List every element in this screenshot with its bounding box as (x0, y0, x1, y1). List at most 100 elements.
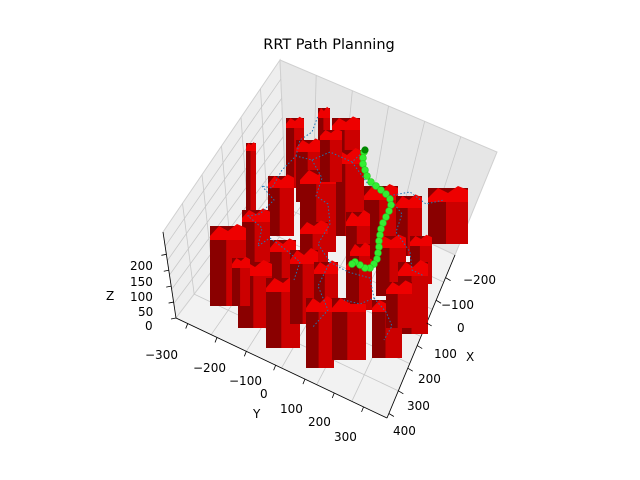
z-tick-mark (163, 269, 169, 272)
z-tick-label: 0 (145, 319, 153, 333)
obstacle-top (290, 248, 318, 264)
x-tick-label: −200 (463, 273, 496, 287)
obstacle-column (428, 186, 468, 244)
y-tick-label: −200 (193, 361, 226, 375)
obstacle-top (242, 208, 270, 222)
path-layer (348, 146, 395, 272)
z-tick-mark (161, 253, 167, 256)
obstacle-column (246, 142, 256, 213)
rrt-tree-edge (311, 159, 331, 263)
rrt-tree-layer (246, 115, 445, 341)
z-tick-labels: 0 50 100 150 200 (130, 259, 153, 333)
obstacle-column (306, 296, 334, 368)
obstacle-face (446, 198, 468, 244)
obstacle-column (320, 128, 342, 182)
z-tick-label: 50 (138, 305, 153, 319)
obstacle-top (296, 138, 322, 152)
x-tick-mark (435, 299, 442, 304)
path-marker (372, 182, 380, 190)
obstacle-face (411, 272, 428, 334)
obstacle-top (386, 280, 412, 294)
y-tick-label: −100 (229, 374, 262, 388)
x-axis-label: X (466, 350, 474, 364)
rrt-tree-edge (387, 195, 425, 277)
x-tick-mark (407, 367, 413, 372)
path-marker (386, 195, 394, 203)
obstacle-face (279, 184, 294, 236)
z-axis-line (162, 231, 177, 319)
path-marker (375, 243, 383, 251)
obstacle-top (300, 220, 328, 234)
x-tick-mark (388, 413, 395, 417)
path-marker (377, 186, 385, 194)
path-marker (376, 231, 384, 239)
x-tick-mark (426, 322, 432, 327)
obstacle-top (350, 242, 370, 256)
y-tick-mark (361, 406, 364, 413)
y-tick-mark (302, 378, 306, 385)
x-tick-label: −100 (441, 298, 474, 312)
y-axis-label: Y (252, 407, 261, 421)
y-tick-label: 300 (334, 430, 357, 444)
y-tick-mark (185, 323, 189, 329)
obstacle-top (398, 260, 428, 276)
obstacle-face (318, 308, 334, 368)
obstacle-column (268, 174, 294, 236)
obstacle-top (246, 142, 256, 151)
y-tick-mark (273, 365, 277, 371)
chart-title: RRT Path Planning (263, 37, 394, 53)
obstacle-top (306, 296, 334, 312)
obstacle-top (314, 260, 338, 274)
path-marker (363, 172, 371, 180)
x-tick-label: 400 (393, 424, 416, 438)
rrt-tree-edge (246, 185, 275, 248)
z-tick-mark (170, 317, 177, 320)
start-marker (361, 146, 369, 154)
obstacle-column (332, 296, 366, 360)
rrt-tree-edge (269, 237, 301, 281)
tick-marks (161, 253, 451, 417)
y-tick-label: −300 (145, 348, 178, 362)
obstacle-face (329, 136, 342, 182)
path-marker (377, 225, 385, 233)
z-axis-label: Z (106, 289, 114, 303)
rrt-tree-edge (261, 149, 366, 189)
z-tick-label: 200 (130, 259, 153, 273)
y-tick-labels: −300 −200 −100 0 100 200 300 (145, 348, 357, 444)
obstacle-top (232, 256, 250, 268)
obstacle-top (318, 106, 330, 118)
obstacle-top (286, 116, 304, 128)
x-tick-label: 200 (418, 372, 441, 386)
y-tick-label: 0 (260, 387, 268, 401)
x-tick-mark (445, 277, 451, 281)
y-tick-label: 200 (308, 415, 331, 429)
rrt-tree-edge (311, 261, 331, 329)
obstacles-layer (210, 106, 468, 368)
obstacle-face (240, 264, 250, 306)
obstacle-face (254, 218, 270, 268)
path-marker (367, 178, 375, 186)
y-axis-line (175, 317, 388, 419)
path-marker (348, 260, 356, 268)
x-tick-mark (417, 345, 423, 349)
obstacle-top (320, 128, 342, 140)
obstacle-top (270, 238, 296, 252)
obstacle-face (359, 252, 370, 304)
obstacle-top (428, 186, 468, 202)
y-tick-mark (243, 351, 247, 357)
x-tick-label: 300 (407, 399, 430, 413)
obstacle-top (376, 234, 406, 248)
x-tick-labels: −200 −100 0 100 200 300 400 (393, 273, 496, 438)
z-tick-mark (166, 285, 172, 288)
rrt-tree-edge (329, 261, 375, 305)
y-tick-mark (214, 337, 218, 343)
obstacle-face (347, 308, 366, 360)
path-marker (385, 207, 393, 215)
z-tick-label: 150 (130, 275, 153, 289)
rrt-tree-edge (295, 115, 319, 157)
x-tick-mark (398, 390, 404, 395)
obstacle-face (397, 290, 412, 328)
rrt-tree-edge (351, 161, 445, 205)
wall-grid-line (260, 88, 268, 199)
obstacle-top (210, 224, 246, 240)
